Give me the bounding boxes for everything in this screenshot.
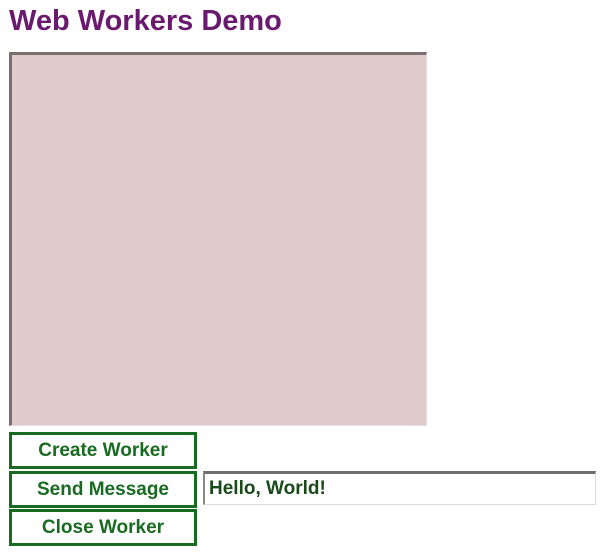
close-worker-button[interactable]: Close Worker <box>9 509 197 546</box>
page-title: Web Workers Demo <box>9 5 282 37</box>
message-input[interactable] <box>203 471 596 505</box>
worker-output-area <box>9 52 427 426</box>
send-message-button[interactable]: Send Message <box>9 471 197 508</box>
create-worker-button[interactable]: Create Worker <box>9 432 197 469</box>
